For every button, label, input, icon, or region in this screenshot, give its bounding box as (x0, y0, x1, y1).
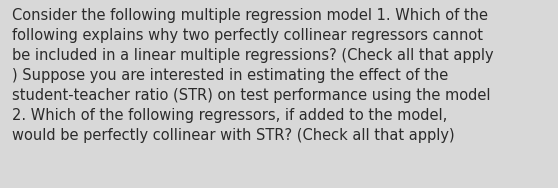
Text: Consider the following multiple regression model 1. Which of the
following expla: Consider the following multiple regressi… (12, 8, 494, 143)
